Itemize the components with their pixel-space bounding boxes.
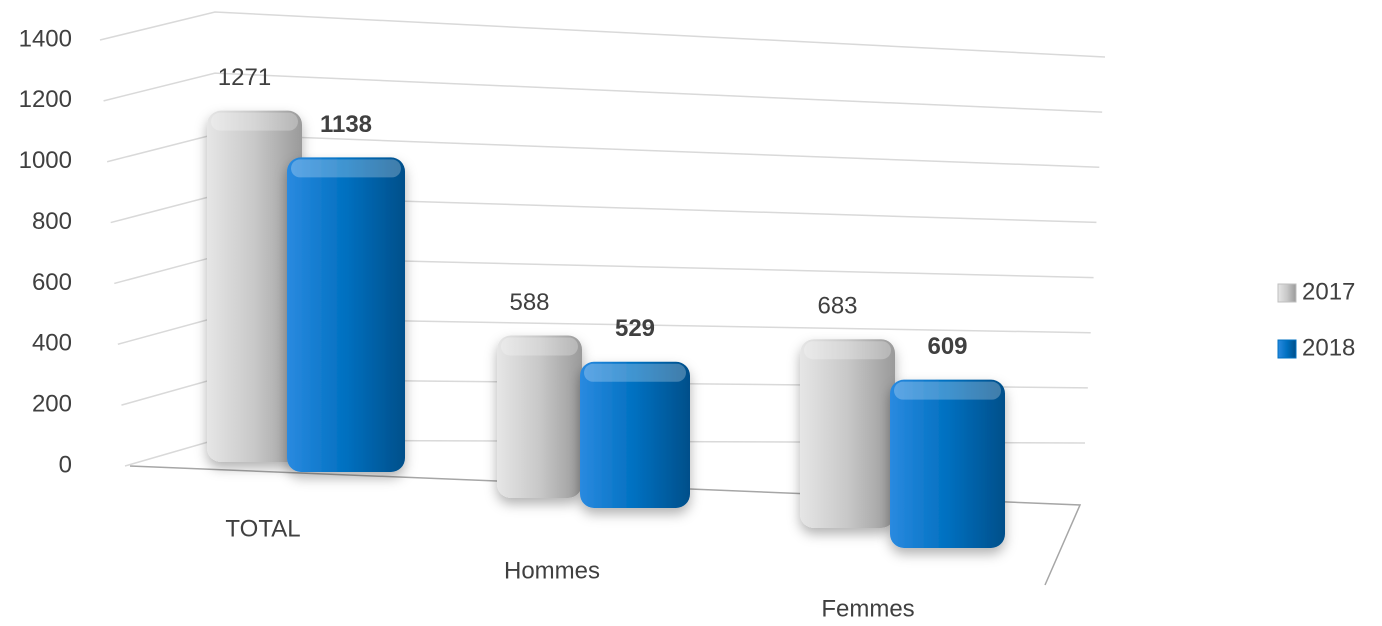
grid-line <box>99 11 1106 58</box>
y-tick-label: 0 <box>59 451 72 478</box>
bar-top <box>291 159 401 178</box>
bar <box>207 110 302 462</box>
value-label: 588 <box>509 289 549 316</box>
value-label: 1138 <box>320 111 372 138</box>
y-tick-label: 600 <box>32 269 72 296</box>
value-label: 683 <box>817 293 857 320</box>
x-tick-label: Femmes <box>821 595 914 622</box>
bar-top <box>894 381 1001 400</box>
legend-swatch <box>1277 339 1297 359</box>
floor-edge <box>129 465 1082 586</box>
value-label: 529 <box>615 315 655 342</box>
legend-label: 2017 <box>1302 278 1355 305</box>
y-tick-label: 1400 <box>19 25 72 52</box>
bar-top <box>211 112 298 131</box>
bar <box>497 335 582 498</box>
value-label: 1271 <box>218 64 271 91</box>
bar <box>800 339 895 528</box>
y-tick-label: 1200 <box>19 86 72 113</box>
y-tick-label: 200 <box>32 390 72 417</box>
bar-top <box>804 341 891 360</box>
x-tick-label: Hommes <box>504 557 600 584</box>
bar <box>580 361 690 508</box>
bar <box>890 379 1005 548</box>
bar-top <box>584 363 686 382</box>
legend-label: 2018 <box>1302 334 1355 361</box>
y-tick-label: 800 <box>32 208 72 235</box>
bar <box>287 157 405 472</box>
grid-line <box>103 72 1103 113</box>
y-tick-label: 400 <box>32 330 72 357</box>
legend-swatch <box>1277 283 1297 303</box>
bar-top <box>501 337 578 356</box>
x-tick-label: TOTAL <box>225 515 300 542</box>
y-tick-label: 1000 <box>19 147 72 174</box>
value-label: 609 <box>927 333 967 360</box>
